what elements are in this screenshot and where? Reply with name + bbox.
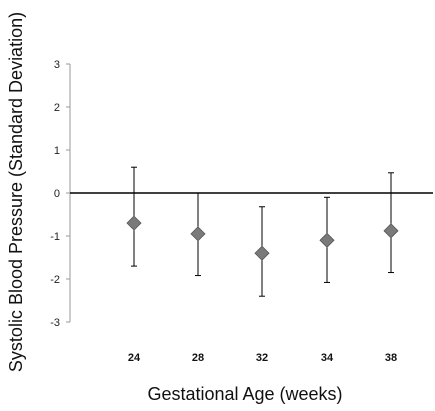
x-tick-label-28: 28: [192, 352, 204, 364]
data-point-34: [319, 232, 335, 248]
y-tick-label: -3: [50, 317, 60, 329]
x-tick-labels: 24 28 32 34 38: [128, 352, 397, 364]
x-tick-label-38: 38: [385, 352, 397, 364]
y-tick-label: 0: [54, 188, 60, 200]
y-tick-label: 2: [54, 102, 60, 114]
y-tick-label: -1: [50, 231, 60, 243]
y-tick-label: -2: [50, 274, 60, 286]
x-tick-label-24: 24: [128, 352, 141, 364]
error-bars: [131, 166, 394, 297]
x-tick-label-34: 34: [321, 352, 334, 364]
data-markers: [126, 215, 399, 261]
x-axis-title: Gestational Age (weeks): [147, 384, 342, 404]
y-axis: 3 2 1 0 -1 -2 -3: [50, 59, 71, 329]
x-tick-label-32: 32: [256, 352, 268, 364]
y-axis-title: Systolic Blood Pressure (Standard Deviat…: [6, 12, 26, 372]
y-tick-label: 1: [54, 145, 60, 157]
data-point-32: [254, 245, 270, 261]
data-point-28: [190, 226, 206, 242]
data-point-38: [383, 223, 399, 239]
data-point-24: [126, 215, 142, 231]
y-tick-label: 3: [54, 59, 60, 71]
